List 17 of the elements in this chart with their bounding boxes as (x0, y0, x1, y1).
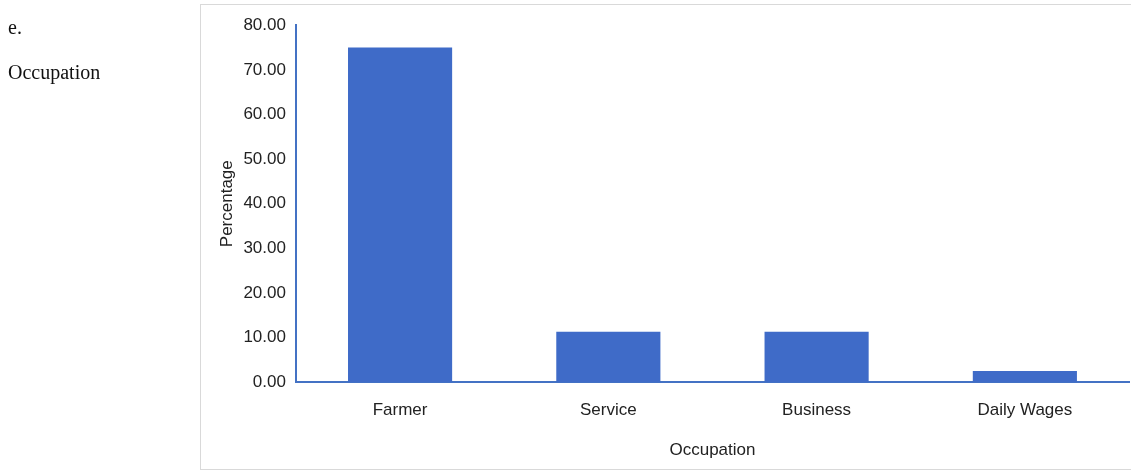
y-axis-title: Percentage (216, 160, 236, 248)
x-tick-label: Farmer (372, 400, 428, 420)
y-tick-label: 50.00 (243, 148, 286, 168)
x-tick-label: Daily Wages (977, 400, 1073, 420)
x-tick-label: Business (782, 400, 852, 420)
x-tick-label: Service (579, 400, 637, 420)
x-axis-title: Occupation (669, 440, 756, 460)
y-tick-label: 40.00 (243, 193, 286, 213)
y-tick-label: 20.00 (243, 282, 286, 302)
y-tick-label: 60.00 (243, 104, 286, 124)
y-tick-label: 30.00 (243, 238, 286, 258)
y-tick-label: 10.00 (243, 327, 286, 347)
y-tick-label: 0.00 (252, 371, 286, 391)
y-tick-label: 70.00 (243, 59, 286, 79)
y-tick-label: 80.00 (243, 14, 286, 34)
text: e. (8, 16, 23, 39)
text: Occupation (8, 61, 101, 84)
